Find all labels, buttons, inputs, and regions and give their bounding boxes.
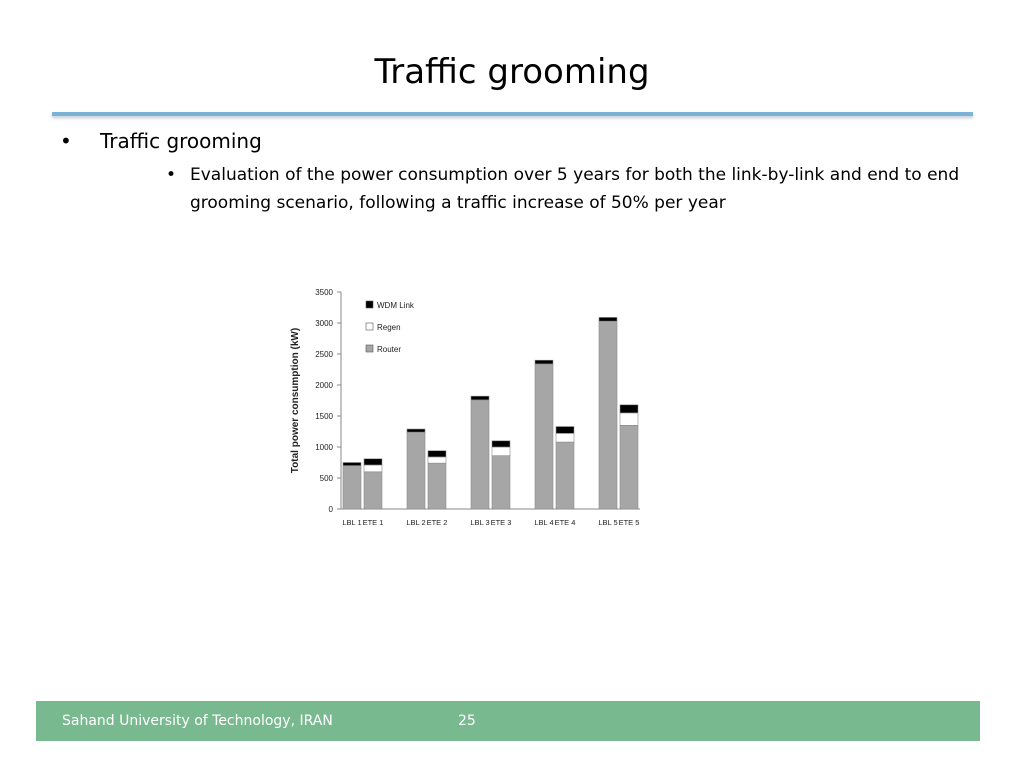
y-tick-label: 2500	[315, 350, 333, 359]
bar-segment-regen	[427, 456, 447, 464]
x-tick-label: ETE 1	[363, 518, 384, 527]
bar-segment-router	[491, 455, 511, 510]
legend-swatch	[365, 344, 374, 353]
footer-organization: Sahand University of Technology, IRAN	[62, 713, 333, 729]
footer-page-number: 25	[458, 713, 476, 729]
legend-swatch	[365, 300, 374, 309]
bullet-level2-symbol: •	[166, 165, 177, 185]
bar-segment-wdm-link	[619, 404, 639, 414]
bar-segment-wdm-link	[342, 462, 362, 466]
y-tick-label: 3500	[315, 288, 333, 297]
y-axis-label: Total power consumption (kW)	[290, 328, 301, 473]
bar-segment-router	[555, 441, 575, 510]
bar-segment-wdm-link	[598, 317, 618, 322]
title-divider	[52, 112, 973, 116]
bar-segment-router	[406, 431, 426, 510]
bar-segment-router	[427, 462, 447, 510]
legend-label: Router	[377, 345, 401, 354]
x-tick-label: ETE 4	[555, 518, 576, 527]
bar-segment-router	[470, 399, 490, 510]
y-tick-label: 500	[320, 474, 334, 483]
bar-segment-regen	[363, 464, 383, 473]
bar-segment-router	[342, 465, 362, 510]
y-tick-label: 1500	[315, 412, 333, 421]
bar-segment-router	[619, 425, 639, 510]
y-tick-label: 3000	[315, 319, 333, 328]
x-tick-label: ETE 3	[491, 518, 512, 527]
bar-segment-wdm-link	[470, 395, 490, 401]
y-tick-label: 0	[329, 505, 334, 514]
x-tick-label: LBL 3	[470, 518, 489, 527]
bar-segment-wdm-link	[491, 440, 511, 448]
bar-segment-router	[363, 471, 383, 510]
bullet-level1-text: Traffic grooming	[100, 129, 262, 153]
bar-segment-router	[598, 320, 618, 510]
bar-segment-wdm-link	[534, 359, 554, 365]
x-tick-label: LBL 5	[598, 518, 617, 527]
bar-segment-regen	[491, 446, 511, 456]
legend-swatch	[365, 322, 374, 331]
slide-title: Traffic grooming	[374, 52, 650, 92]
legend-label: WDM Link	[377, 301, 415, 310]
bar-segment-wdm-link	[555, 426, 575, 434]
x-tick-label: ETE 2	[427, 518, 448, 527]
bar-segment-regen	[619, 412, 639, 426]
x-tick-label: ETE 5	[619, 518, 640, 527]
footer-bar: Sahand University of Technology, IRAN 25	[36, 701, 980, 741]
bar-segment-router	[534, 363, 554, 510]
bar-segment-wdm-link	[363, 458, 383, 466]
bullet-level1-symbol: •	[60, 129, 72, 153]
y-tick-label: 1000	[315, 443, 333, 452]
x-tick-label: LBL 1	[342, 518, 361, 527]
power-consumption-chart: 0 500 1000 1500 2000 2500 3000 3500 Total power …	[290, 288, 640, 527]
bar-segment-wdm-link	[406, 428, 426, 433]
bar-segment-regen	[555, 433, 575, 443]
x-tick-label: LBL 2	[406, 518, 425, 527]
y-tick-label: 2000	[315, 381, 333, 390]
bar-segment-wdm-link	[427, 450, 447, 458]
x-tick-label: LBL 4	[534, 518, 553, 527]
bullet-level2-text: Evaluation of the power consumption over…	[190, 165, 960, 213]
legend-label: Regen	[377, 323, 401, 332]
